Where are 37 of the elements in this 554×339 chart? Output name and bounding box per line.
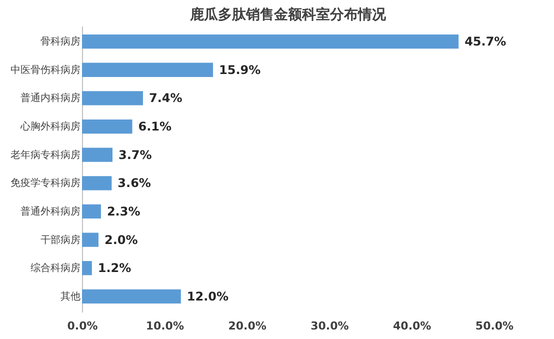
bar bbox=[82, 91, 143, 106]
y-tick-label: 普通外科病房 bbox=[20, 205, 80, 218]
x-tick-label: 0.0% bbox=[67, 320, 98, 332]
data-label: 2.3% bbox=[106, 204, 140, 218]
data-label: 6.1% bbox=[138, 120, 172, 134]
data-label: 2.0% bbox=[104, 232, 138, 247]
y-tick-label: 骨科病房 bbox=[40, 36, 80, 48]
data-label: 15.9% bbox=[219, 62, 261, 77]
x-tick-label: 50.0% bbox=[475, 320, 514, 332]
chart-title: 鹿瓜多肽销售金额科室分布情况 bbox=[189, 6, 387, 23]
data-label: 7.4% bbox=[148, 91, 182, 106]
y-tick-label: 免疫学专科病房 bbox=[10, 177, 80, 190]
data-label: 12.0% bbox=[186, 289, 229, 304]
bar bbox=[82, 119, 132, 134]
x-tick-label: 20.0% bbox=[228, 320, 266, 332]
bar bbox=[82, 62, 214, 77]
data-label: 3.6% bbox=[118, 176, 151, 190]
data-label: 3.7% bbox=[118, 148, 152, 162]
bar bbox=[82, 176, 112, 190]
x-tick-label: 30.0% bbox=[310, 320, 349, 332]
y-tick-label: 综合科病房 bbox=[30, 262, 80, 274]
bar bbox=[82, 148, 112, 162]
x-tick-label: 40.0% bbox=[393, 320, 432, 332]
bar bbox=[82, 204, 101, 219]
data-label: 1.2% bbox=[98, 261, 132, 276]
bar bbox=[82, 232, 98, 247]
y-tick-label: 普通内科病房 bbox=[20, 92, 80, 104]
bar bbox=[82, 34, 459, 49]
y-tick-label: 老年病专科病房 bbox=[10, 148, 80, 161]
y-tick-label: 心胸外科病房 bbox=[20, 120, 80, 133]
bar bbox=[82, 289, 181, 304]
y-tick-label: 中医骨伤科病房 bbox=[10, 64, 80, 76]
y-tick-label: 其他 bbox=[60, 290, 80, 302]
data-label: 45.7% bbox=[464, 34, 506, 49]
y-tick-label: 干部病房 bbox=[40, 234, 80, 246]
bar bbox=[82, 261, 92, 276]
x-tick-label: 10.0% bbox=[146, 320, 184, 332]
